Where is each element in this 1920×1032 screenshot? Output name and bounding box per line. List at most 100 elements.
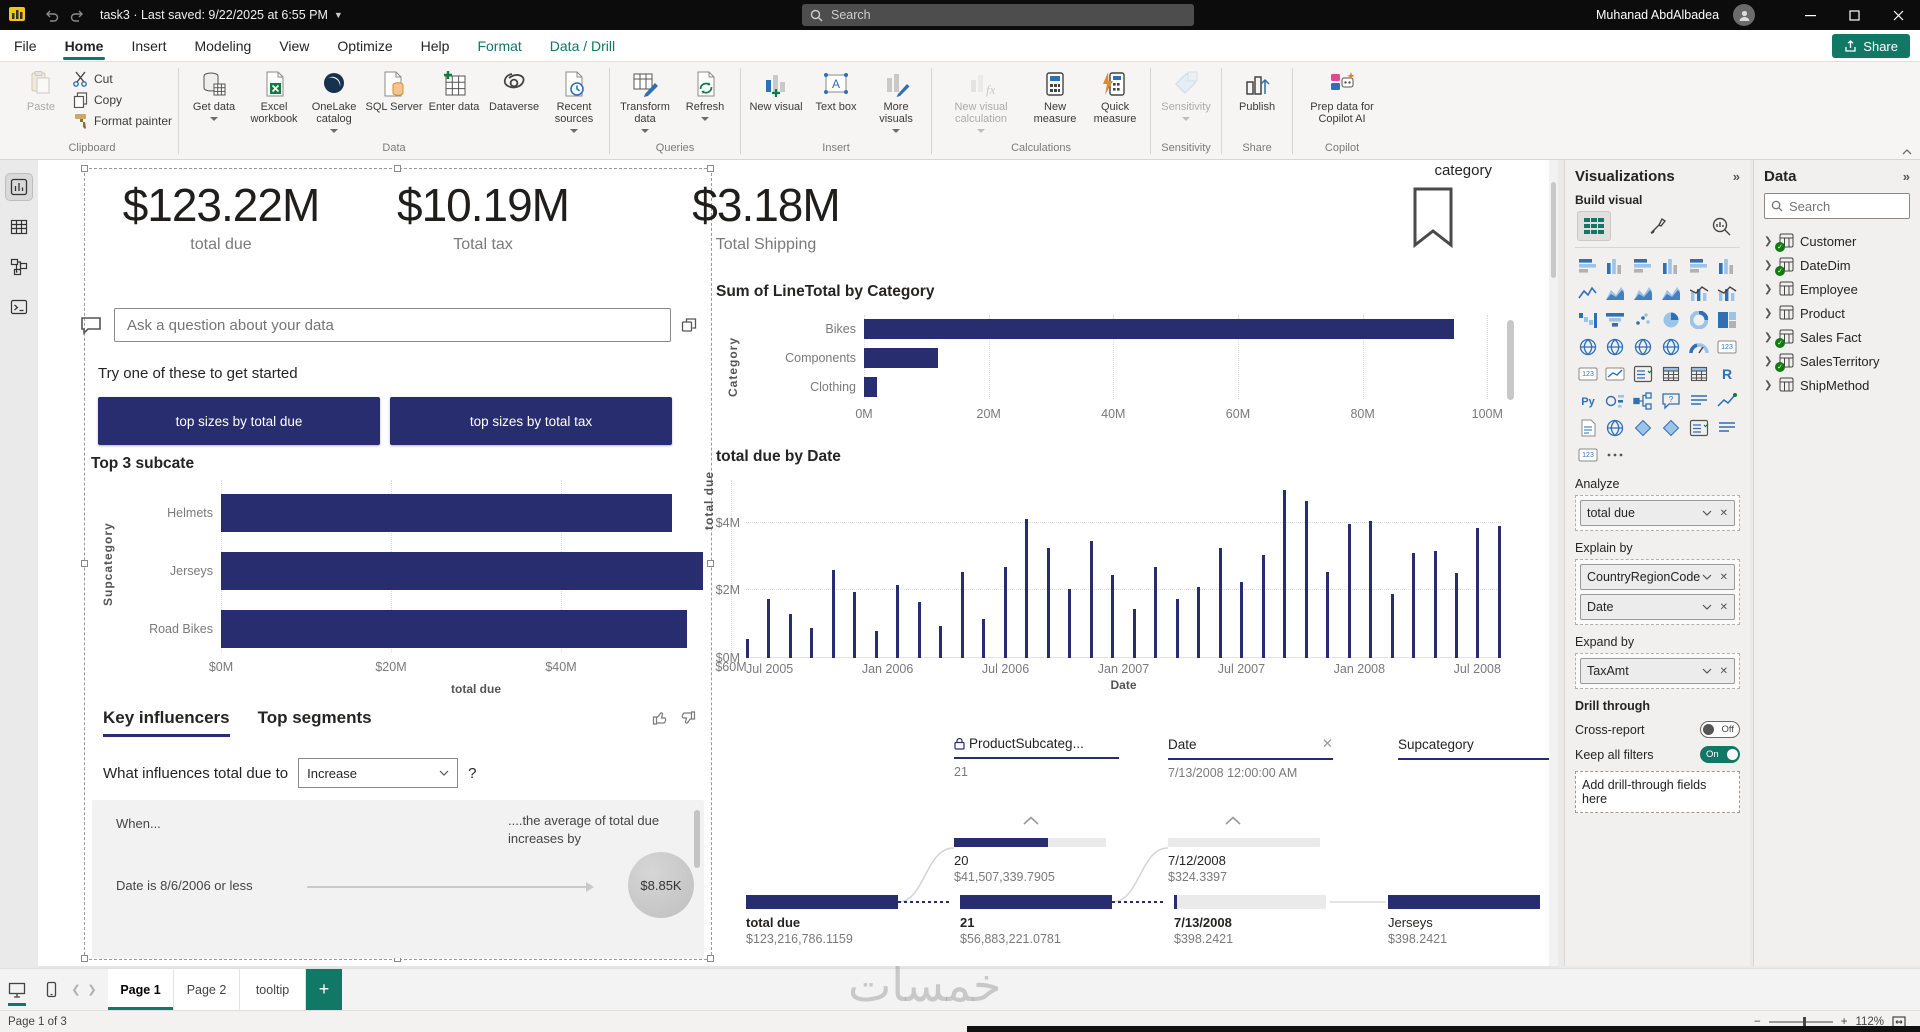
kpi-card[interactable]: $123.22M total due (96, 178, 346, 254)
column-bar[interactable] (1154, 566, 1158, 658)
clustered-column-chart[interactable] (1659, 254, 1684, 278)
column-bar[interactable] (1454, 573, 1458, 658)
line-and-stacked-column-chart[interactable] (1686, 281, 1711, 305)
expand-chevron-icon[interactable]: ❯ (1764, 259, 1773, 271)
azure-map[interactable] (1659, 335, 1684, 359)
field-pill[interactable]: Date ✕ (1580, 594, 1735, 620)
column-bar[interactable] (1261, 554, 1265, 658)
report-view[interactable] (5, 173, 33, 201)
ki-scrollbar[interactable] (694, 810, 700, 868)
paste-button[interactable]: Paste (12, 66, 70, 113)
expand-by-fields[interactable]: TaxAmt ✕ (1575, 653, 1740, 689)
collapse-pane-icon[interactable]: » (1732, 169, 1740, 184)
more-options[interactable] (1603, 443, 1628, 467)
tree-node[interactable]: 20 $41,507,339.7905 (954, 838, 1106, 884)
tree-node[interactable]: 7/12/2008 $324.3397 (1168, 838, 1320, 884)
button-slicer[interactable] (1686, 416, 1711, 440)
dax-query-view[interactable] (6, 294, 32, 320)
power-automate[interactable] (1659, 416, 1684, 440)
toggle[interactable]: Off (1700, 721, 1740, 738)
report-canvas[interactable]: $123.22M total due $10.19M Total tax $3.… (38, 160, 1549, 966)
bookmark-icon[interactable] (1411, 187, 1455, 249)
refresh-button[interactable]: Refresh (676, 66, 734, 121)
line-chart[interactable] (1575, 281, 1600, 305)
table-row[interactable]: ❯ ✓ Sales Fact (1764, 329, 1862, 348)
publish-button[interactable]: Publish (1228, 66, 1286, 113)
remove-field-icon[interactable]: ✕ (1719, 601, 1728, 613)
column-bar[interactable] (1111, 575, 1115, 658)
table-row[interactable]: ❯ ✓ DateDim (1764, 257, 1851, 276)
column-bar[interactable] (1240, 581, 1244, 658)
kpi[interactable] (1603, 362, 1628, 386)
explain-by-fields[interactable]: CountryRegionCode ✕ Date ✕ (1575, 559, 1740, 625)
gauge[interactable] (1686, 335, 1711, 359)
scatter-chart[interactable] (1631, 308, 1656, 332)
area-chart[interactable] (1603, 281, 1628, 305)
r-script-visual[interactable]: R (1714, 362, 1739, 386)
selection-handle[interactable] (81, 955, 88, 962)
zoom-slider[interactable] (1768, 1017, 1833, 1027)
bar-row[interactable]: Bikes (744, 319, 1506, 339)
column-bar[interactable] (1068, 588, 1072, 658)
matrix[interactable] (1686, 362, 1711, 386)
column-bar[interactable] (874, 630, 878, 658)
column-bar[interactable] (1197, 586, 1201, 658)
donut-chart[interactable] (1686, 308, 1711, 332)
previous-page-icon[interactable]: ❮ (71, 984, 81, 996)
column-bar[interactable] (1497, 526, 1501, 658)
desktop-layout-icon[interactable] (0, 969, 34, 1010)
new-visual-calculation-button[interactable]: fx New visual calculation (938, 66, 1024, 133)
100-stacked-column-chart[interactable] (1714, 254, 1739, 278)
accessible-card[interactable]: 123 (1575, 443, 1600, 467)
expand-chevron-icon[interactable]: ❯ (1764, 235, 1773, 247)
dataverse-button[interactable]: Dataverse (485, 66, 543, 113)
table-row[interactable]: ❯ Employee (1764, 281, 1858, 297)
column-bar[interactable] (1304, 500, 1308, 658)
stacked-area-chart[interactable] (1631, 281, 1656, 305)
decomposition-tree[interactable]: ProductSubcateg... 21 Date ✕ 7/13/2008 1… (730, 728, 1549, 966)
treemap[interactable] (1714, 308, 1739, 332)
new-page-button[interactable]: + (306, 969, 342, 1010)
map[interactable] (1575, 335, 1600, 359)
column-bar[interactable] (788, 614, 792, 658)
column-bar[interactable] (917, 602, 921, 658)
thumbs-up-icon[interactable] (652, 710, 669, 726)
copy-button[interactable]: Copy (72, 91, 172, 108)
build-visual-tab[interactable] (1577, 211, 1611, 241)
expand-chevron-icon[interactable]: ❯ (1764, 307, 1773, 319)
page-tab[interactable]: tooltip (240, 969, 306, 1010)
top3-bar-chart[interactable]: Supcategory Helmets Jerseys Road Bikes $0M $2… (91, 480, 747, 705)
column-bar[interactable] (1283, 490, 1287, 658)
column-bar[interactable] (1003, 566, 1007, 658)
selection-handle[interactable] (81, 560, 88, 567)
mobile-layout-icon[interactable] (34, 969, 68, 1010)
table-row[interactable]: ❯ ✓ Customer (1764, 233, 1857, 252)
sql-server-button[interactable]: SQL Server (365, 66, 423, 113)
waterfall-chart[interactable] (1575, 308, 1600, 332)
100-stacked-bar-chart[interactable] (1686, 254, 1711, 278)
more-visuals-button[interactable]: More visuals (867, 66, 925, 133)
column-bar[interactable] (810, 627, 814, 658)
column-bar[interactable] (1390, 593, 1394, 658)
decomposition-tree[interactable] (1631, 389, 1656, 413)
table-view[interactable] (6, 214, 32, 240)
table-row[interactable]: ❯ ✓ SalesTerritory (1764, 353, 1880, 372)
bar-row[interactable]: Components (744, 348, 1506, 368)
ki-metric-dropdown[interactable]: Increase (298, 758, 459, 788)
clustered-bar-chart[interactable] (1631, 254, 1656, 278)
excel-workbook-button[interactable]: Excel workbook (245, 66, 303, 125)
tree-node[interactable]: total due $123,216,786.1159 (746, 895, 898, 946)
category-chart-scrollbar[interactable] (1507, 320, 1514, 400)
selection-handle[interactable] (81, 165, 88, 172)
global-search-input[interactable]: Search (802, 4, 1194, 26)
transform-data-button[interactable]: Transform data (616, 66, 674, 133)
get-data-button[interactable]: Get data (185, 66, 243, 121)
arcgis-map[interactable] (1603, 416, 1628, 440)
tab-key-influencers[interactable]: Key influencers (103, 708, 230, 737)
ribbon-tab[interactable]: View (279, 37, 310, 54)
enter-data-button[interactable]: Enter data (425, 66, 483, 113)
python-visual[interactable]: Py (1575, 389, 1600, 413)
column-bar[interactable] (1132, 608, 1136, 658)
column-bar[interactable] (1433, 551, 1437, 658)
field-pill[interactable]: CountryRegionCode ✕ (1580, 564, 1735, 590)
